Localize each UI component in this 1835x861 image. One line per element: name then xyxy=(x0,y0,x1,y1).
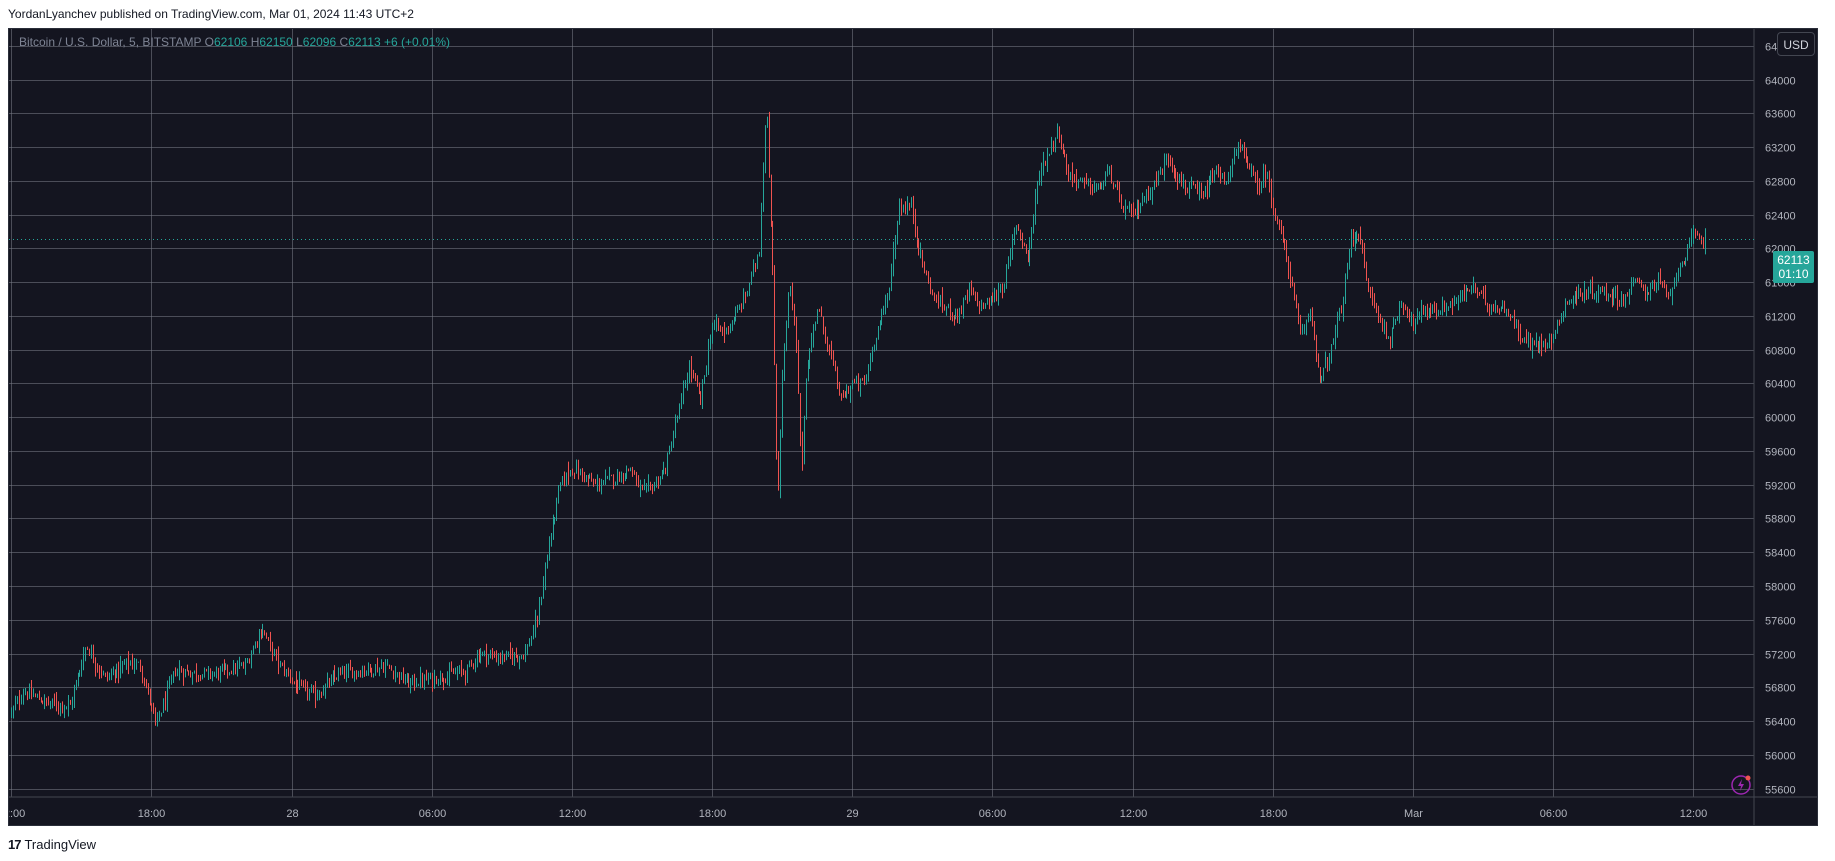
legend-open: 62106 xyxy=(213,35,248,49)
y-tick-label: 62800 xyxy=(1765,177,1796,189)
grid xyxy=(9,29,1754,797)
candlestick-chart[interactable]: 55600 56000 56400 56800 57200 57600 58000 58400… xyxy=(9,29,1817,825)
legend-low: 62096 xyxy=(302,35,337,49)
lightning-icon xyxy=(1731,775,1751,795)
footer: 17 TradingView xyxy=(8,833,96,855)
alert-dot-icon xyxy=(1745,775,1751,781)
y-tick-label: 57600 xyxy=(1765,616,1796,628)
x-tick-label: 29 xyxy=(846,808,858,820)
y-tick-label: 58800 xyxy=(1765,514,1796,526)
x-tick-label: 12:00 xyxy=(559,808,587,820)
legend-high: 62150 xyxy=(259,35,293,49)
y-tick-label: 58000 xyxy=(1765,582,1796,594)
y-tick-label: 58400 xyxy=(1765,548,1796,560)
chart-pane[interactable]: 55600 56000 56400 56800 57200 57600 58000 58400… xyxy=(8,28,1818,826)
y-tick-label: 55600 xyxy=(1765,785,1796,797)
y-tick-label: 62400 xyxy=(1765,211,1796,223)
x-tick-label: 28 xyxy=(286,808,298,820)
publish-header: YordanLyanchev published on TradingView.… xyxy=(8,7,414,21)
y-tick-label: 60000 xyxy=(1765,413,1796,425)
x-tick-label: Mar xyxy=(1404,808,1423,820)
legend-high-label: H xyxy=(250,35,260,49)
last-price-badge: 62113 01:10 xyxy=(1773,251,1814,283)
x-tick-label: 18:00 xyxy=(1260,808,1288,820)
y-tick-label: 63200 xyxy=(1765,143,1796,155)
x-tick-label: 18:00 xyxy=(699,808,727,820)
footer-brand: TradingView xyxy=(24,836,97,852)
legend-symbol: Bitcoin / U.S. Dollar, 5, BITSTAMP xyxy=(19,35,202,49)
legend-low-label: L xyxy=(296,35,303,49)
y-tick-label: 63600 xyxy=(1765,109,1796,121)
x-tick-label: 06:00 xyxy=(1540,808,1568,820)
y-tick-label: 61200 xyxy=(1765,312,1796,324)
x-tick-label: 12:00 xyxy=(1120,808,1148,820)
lightning-bolt-icon xyxy=(1738,779,1744,791)
candles xyxy=(11,111,1706,727)
y-tick-label: 57200 xyxy=(1765,650,1796,662)
y-tick-label: 56000 xyxy=(1765,751,1796,763)
currency-button[interactable]: USD xyxy=(1777,32,1815,56)
legend-change: +6 (+0.01%) xyxy=(383,35,451,49)
y-tick-label: 60800 xyxy=(1765,346,1796,358)
symbol-legend[interactable]: Bitcoin / U.S. Dollar, 5, BITSTAMP O6210… xyxy=(19,35,450,49)
y-tick-label: 64000 xyxy=(1765,76,1796,88)
x-tick-label: 06:00 xyxy=(979,808,1007,820)
y-tick-label: 59200 xyxy=(1765,481,1796,493)
y-tick-label: 59600 xyxy=(1765,447,1796,459)
y-tick-label: 60400 xyxy=(1765,379,1796,391)
x-tick-label: 12:00 xyxy=(9,808,25,820)
legend-close-label: C xyxy=(339,35,349,49)
legend-open-label: O xyxy=(204,35,214,49)
time-axis: 12:00 18:00 28 06:00 12:00 18:00 29 06:00 12:00 1… xyxy=(9,796,1817,820)
last-price-value: 62113 xyxy=(1777,253,1810,267)
overlay xyxy=(9,239,1754,795)
legend-close: 62113 xyxy=(348,35,381,49)
price-axis: 55600 56000 56400 56800 57200 57600 58000 58400… xyxy=(1753,29,1796,825)
bar-countdown: 01:10 xyxy=(1778,267,1809,281)
x-tick-label: 18:00 xyxy=(138,808,166,820)
x-tick-label: 06:00 xyxy=(419,808,447,820)
y-tick-label: 56800 xyxy=(1765,683,1796,695)
x-tick-label: 12:00 xyxy=(1680,808,1708,820)
y-tick-label: 56400 xyxy=(1765,717,1796,729)
tradingview-logo-icon: 17 xyxy=(8,836,22,852)
